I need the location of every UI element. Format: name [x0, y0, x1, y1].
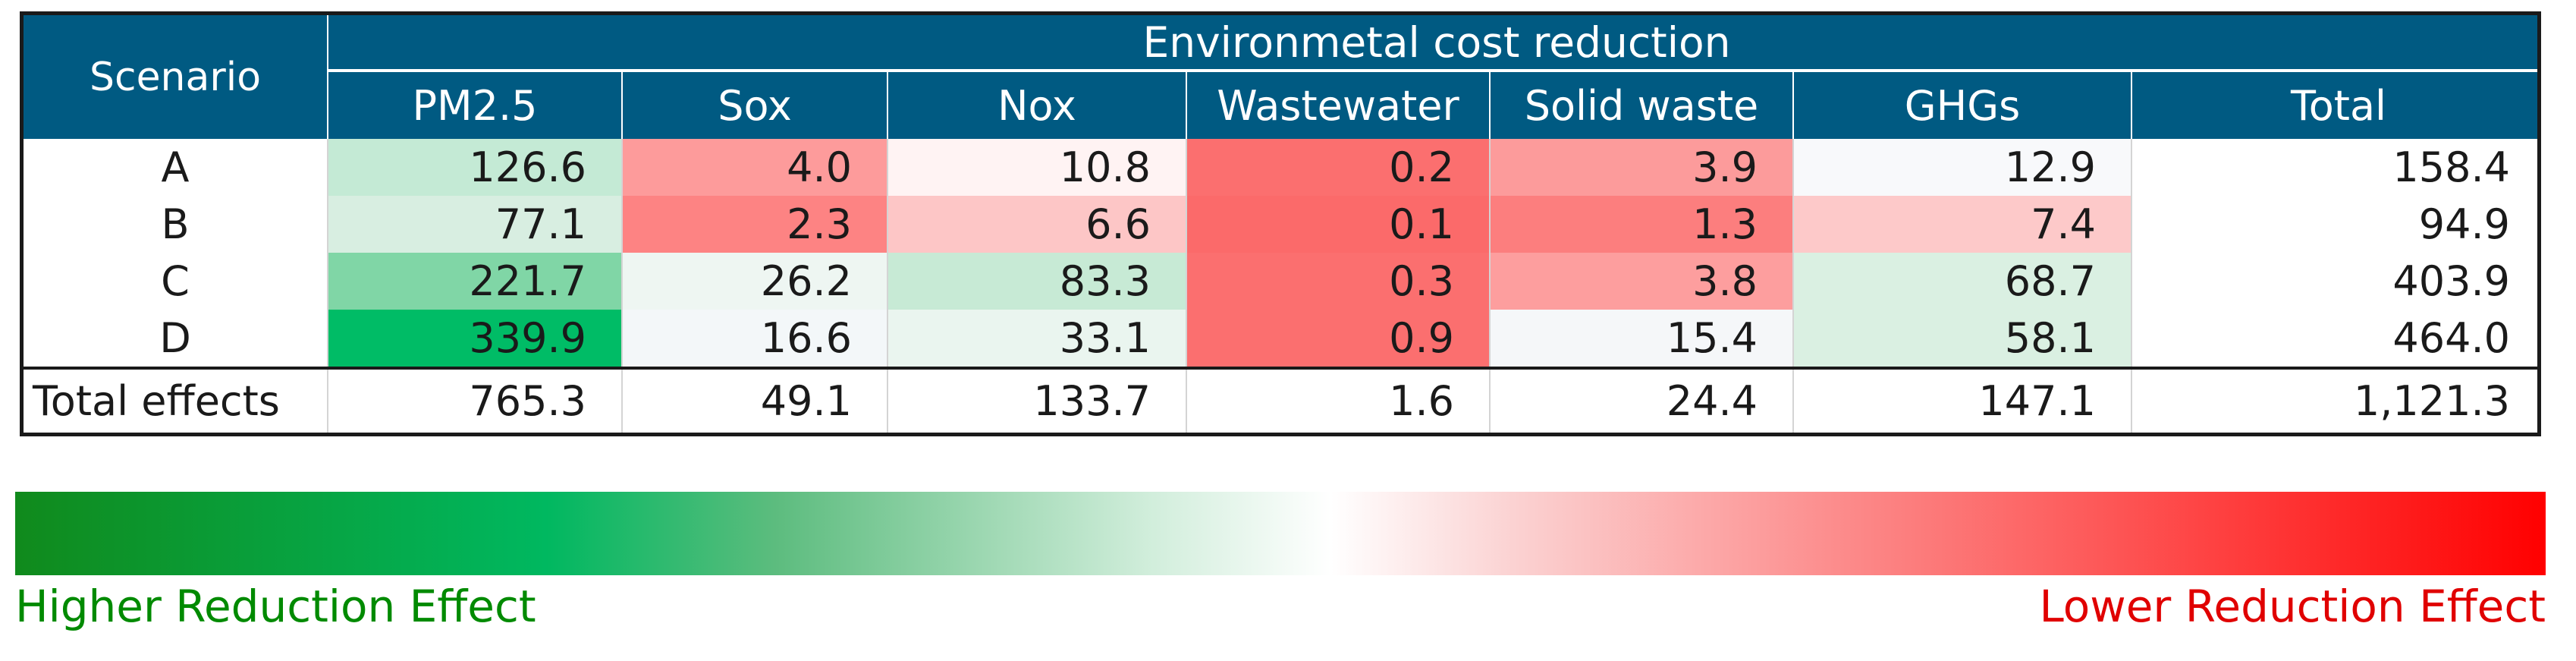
total-cell: 133.7	[1033, 377, 1151, 425]
table-title: Environmetal cost reduction	[328, 15, 2537, 71]
column-header-nox: Nox	[888, 72, 1186, 139]
table-cell: 58.1	[1794, 310, 2131, 367]
table-cell: 3.8	[1491, 253, 1792, 310]
column-header-wastewater: Wastewater	[1187, 72, 1489, 139]
column-divider	[1489, 139, 1491, 433]
table-cell: 0.3	[1187, 253, 1489, 310]
total-cell: 49.1	[760, 377, 852, 425]
table-cell: 3.9	[1491, 139, 1792, 196]
column-divider	[1186, 139, 1187, 433]
table-cell: 10.8	[888, 139, 1186, 196]
row-label: A	[161, 143, 190, 191]
row-label: C	[161, 257, 190, 305]
table-cell: 1.3	[1491, 196, 1792, 253]
table-cell: 15.4	[1491, 310, 1792, 367]
table-cell: 83.3	[888, 253, 1186, 310]
table-cell: 6.6	[888, 196, 1186, 253]
table-cell: 221.7	[328, 253, 621, 310]
column-divider	[327, 139, 328, 433]
table-cell: 126.6	[328, 139, 621, 196]
table-cell: 158.4	[2132, 139, 2537, 196]
table-cell: 0.9	[1187, 310, 1489, 367]
total-cell: 765.3	[469, 377, 586, 425]
column-header-solid-waste: Solid waste	[1491, 72, 1792, 139]
table-cell: 7.4	[1794, 196, 2131, 253]
row-label: B	[161, 200, 190, 248]
legend-lower-effect: Lower Reduction Effect	[2039, 581, 2546, 632]
total-row-divider	[24, 367, 2537, 370]
column-header-ghgs: GHGs	[1794, 72, 2131, 139]
column-divider	[887, 139, 888, 433]
table-cell: 77.1	[328, 196, 621, 253]
legend-higher-effect: Higher Reduction Effect	[15, 581, 536, 632]
table-cell: 12.9	[1794, 139, 2131, 196]
table-cell: 0.2	[1187, 139, 1489, 196]
table-cell: 68.7	[1794, 253, 2131, 310]
table-cell: 0.1	[1187, 196, 1489, 253]
total-cell: 147.1	[1978, 377, 2096, 425]
table-cell: 4.0	[623, 139, 887, 196]
total-cell: 24.4	[1666, 377, 1758, 425]
column-header-sox: Sox	[623, 72, 887, 139]
table-cell: 2.3	[623, 196, 887, 253]
color-scale-bar	[15, 492, 2546, 575]
column-divider	[2131, 139, 2132, 433]
table-cell: 33.1	[888, 310, 1186, 367]
table-cell: 94.9	[2132, 196, 2537, 253]
total-effects-label: Total effects	[33, 377, 280, 425]
table-cell: 26.2	[623, 253, 887, 310]
column-divider	[1792, 139, 1794, 433]
column-header-total: Total	[2132, 72, 2537, 139]
total-cell: 1.6	[1389, 377, 1454, 425]
table-cell: 403.9	[2132, 253, 2537, 310]
column-header-pm2-5: PM2.5	[328, 72, 621, 139]
table-cell: 339.9	[328, 310, 621, 367]
total-cell: 1,121.3	[2353, 377, 2510, 425]
scenario-header: Scenario	[24, 15, 327, 139]
table-cell: 16.6	[623, 310, 887, 367]
column-divider	[621, 139, 623, 433]
cost-reduction-table: Scenario Environmetal cost reduction PM2…	[20, 11, 2541, 436]
table-cell: 464.0	[2132, 310, 2537, 367]
row-label: D	[159, 314, 191, 362]
